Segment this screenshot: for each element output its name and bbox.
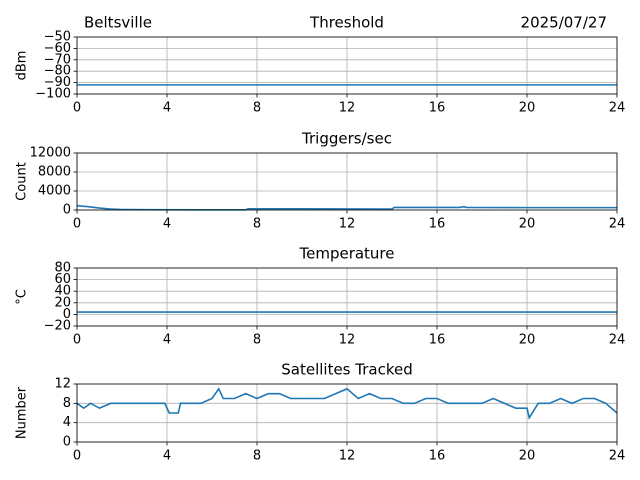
data-line — [76, 204, 617, 211]
x-tick-label: 24 — [609, 217, 626, 232]
x-tick-label: 12 — [339, 217, 356, 232]
x-tick-label: 20 — [519, 217, 536, 232]
axes-frame — [76, 152, 618, 211]
x-tick-label: 0 — [73, 101, 81, 116]
y-tick-label: 4000 — [38, 184, 71, 199]
x-tick-label: 16 — [429, 101, 446, 116]
y-axis-label: Count — [15, 162, 30, 201]
y-tick-label: 8 — [63, 396, 71, 411]
x-tick-label: 20 — [519, 101, 536, 116]
date: 2025/07/27 — [521, 14, 607, 32]
y-tick-label: 12000 — [30, 146, 71, 161]
panel: 0 4 8 12 16 20 24 −100−90−80−70−60−50 Threshold B… — [15, 14, 626, 116]
y-tick-label: −100 — [35, 87, 71, 102]
panel-title: Satellites Tracked — [281, 361, 412, 379]
y-tick-label: −50 — [44, 30, 71, 45]
x-tick-label: 16 — [429, 217, 446, 232]
panel-title: Temperature — [298, 245, 394, 263]
y-tick-label: 0 — [63, 435, 71, 450]
x-tick-label: 12 — [339, 333, 356, 348]
y-tick-label: 0 — [63, 203, 71, 218]
x-tick-label: 20 — [519, 333, 536, 348]
y-axis-label: °C — [15, 289, 30, 305]
x-tick-label: 0 — [73, 333, 81, 348]
x-tick-label: 16 — [429, 449, 446, 464]
x-tick-label: 4 — [163, 101, 171, 116]
y-tick-label: −20 — [44, 319, 71, 334]
x-tick-label: 8 — [253, 217, 261, 232]
y-tick-label: 80 — [54, 261, 71, 276]
location: Beltsville — [84, 14, 152, 32]
y-tick-label: 4 — [63, 415, 71, 430]
x-tick-label: 24 — [609, 333, 626, 348]
x-tick-label: 20 — [519, 449, 536, 464]
panel: 0 4 8 12 16 20 24 0 4000 8000 12000 Triggers/sec Cou… — [15, 130, 626, 232]
x-tick-label: 16 — [429, 333, 446, 348]
panel: 0 4 8 12 16 20 24 0 4 8 12 Satellites Tracked Number — [15, 361, 626, 464]
y-tick-label: 0 — [63, 307, 71, 322]
x-tick-label: 24 — [609, 449, 626, 464]
x-tick-label: 0 — [73, 217, 81, 232]
data-line — [76, 387, 618, 420]
x-tick-label: 8 — [253, 333, 261, 348]
panel-title: Triggers/sec — [301, 130, 392, 148]
x-tick-label: 0 — [73, 449, 81, 464]
y-tick-label: −90 — [44, 75, 71, 90]
y-tick-label: −70 — [44, 52, 71, 67]
axes-frame — [76, 383, 618, 443]
y-tick-label: 40 — [54, 284, 71, 299]
axes-frame — [76, 267, 618, 327]
y-axis-label: Number — [15, 386, 30, 439]
x-tick-label: 8 — [253, 101, 261, 116]
x-tick-label: 4 — [163, 217, 171, 232]
x-tick-label: 12 — [339, 101, 356, 116]
x-tick-label: 8 — [253, 449, 261, 464]
axes-frame — [76, 36, 618, 95]
x-tick-label: 12 — [339, 449, 356, 464]
y-tick-label: 12 — [54, 377, 71, 392]
y-tick-label: 60 — [54, 272, 71, 287]
y-tick-label: 20 — [54, 295, 71, 310]
x-tick-label: 24 — [609, 101, 626, 116]
y-tick-label: −60 — [44, 41, 71, 56]
x-tick-label: 4 — [163, 449, 171, 464]
y-tick-label: 8000 — [38, 165, 71, 180]
x-tick-label: 4 — [163, 333, 171, 348]
y-axis-label: dBm — [15, 51, 30, 81]
y-tick-label: −80 — [44, 64, 71, 79]
panel-title: Threshold — [309, 14, 384, 32]
